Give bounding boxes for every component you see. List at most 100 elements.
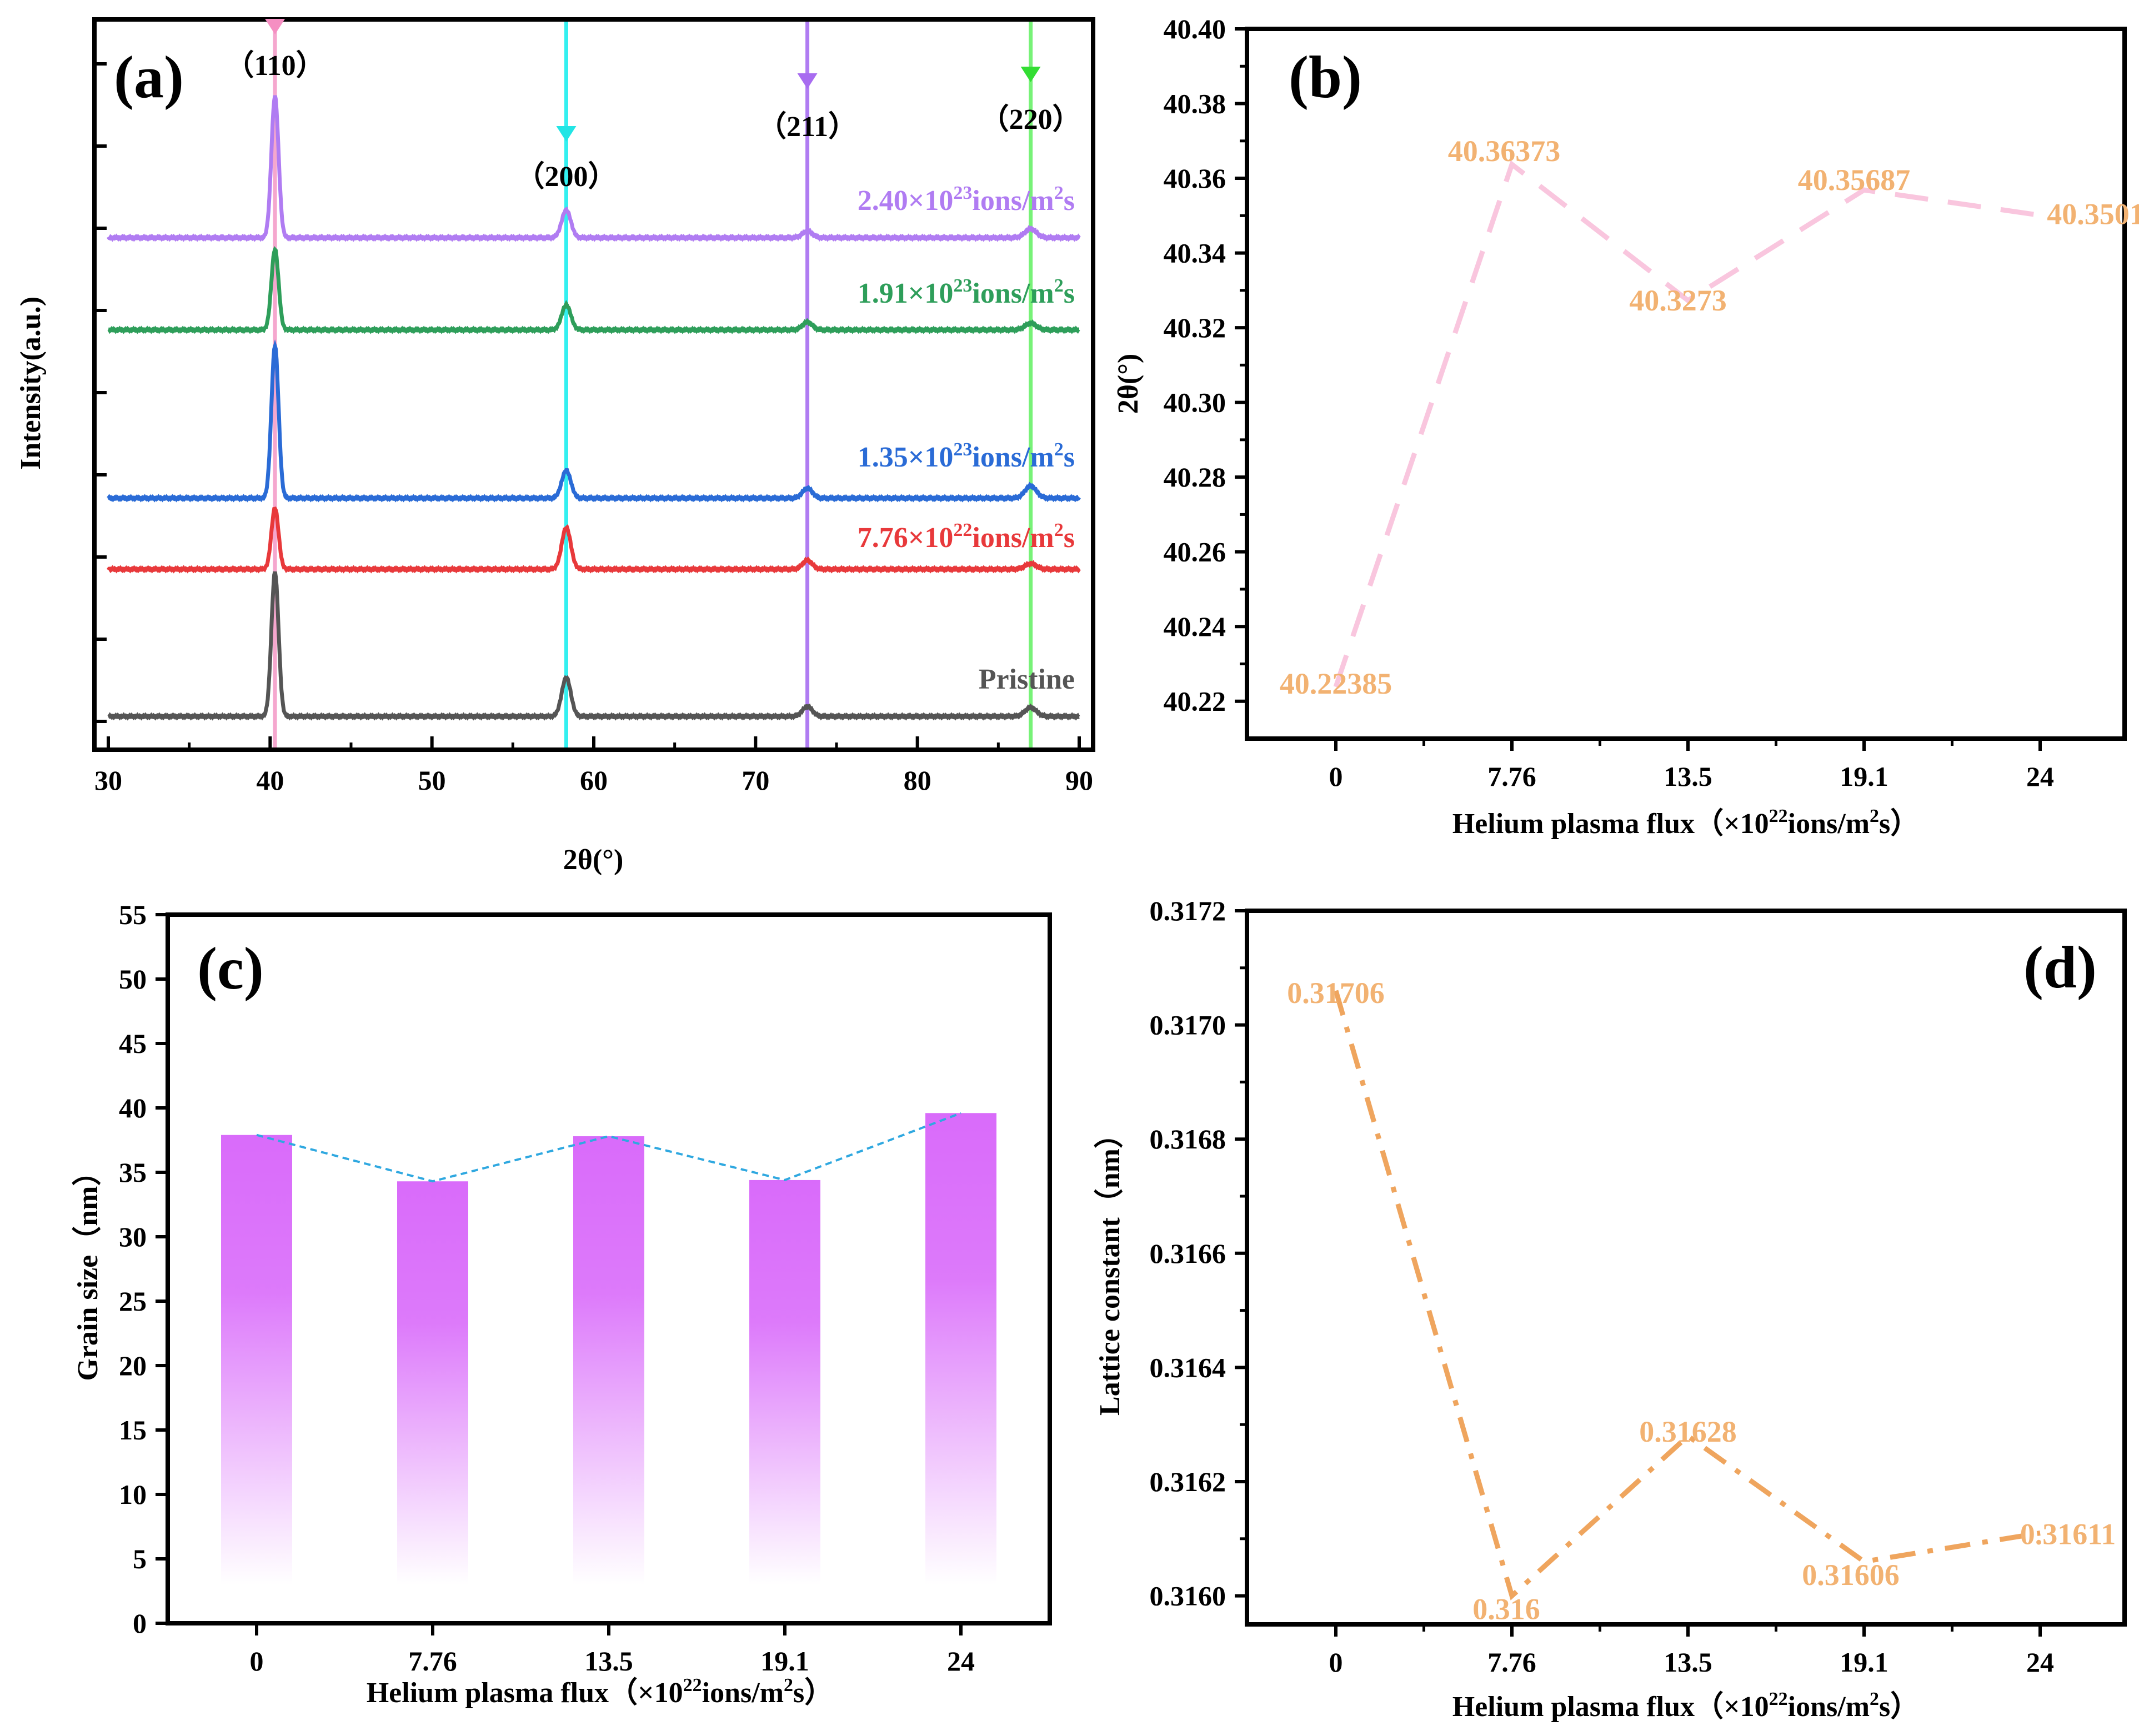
series-line xyxy=(1333,160,2041,688)
y-tick-label: 25 xyxy=(119,1286,147,1317)
xrd-pattern-0 xyxy=(107,571,1080,721)
data-label-1: 0.316 xyxy=(1472,1593,1540,1626)
peak-marker-3 xyxy=(1020,67,1041,82)
data-label-4: 0.31611 xyxy=(2020,1518,2116,1551)
x-tick-label: 24 xyxy=(2026,1647,2054,1678)
y-tick-label: 40 xyxy=(119,1092,147,1123)
x-tick-label: 13.5 xyxy=(1664,761,1712,792)
y-tick-label: 0.3166 xyxy=(1150,1238,1226,1269)
x-tick-label: 19.1 xyxy=(1840,761,1888,792)
y-tick-label: 35 xyxy=(119,1157,147,1188)
peak-label-2: （211） xyxy=(758,111,857,143)
x-tick-label: 80 xyxy=(904,765,931,796)
panel-c-grain-size: 0 5 10 15 20 25 30 35 40 45 50 55 0 7.76 13.5 19.1 24 (c)… xyxy=(72,899,1052,1709)
y-tick-label: 20 xyxy=(119,1350,147,1381)
xrd-pattern-4 xyxy=(107,95,1081,242)
xrd-pattern-3 xyxy=(107,245,1080,334)
y-tick-label: 45 xyxy=(119,1028,147,1059)
y-axis-title: 2θ(°) xyxy=(1113,354,1144,414)
data-label-2: 40.3273 xyxy=(1629,284,1727,317)
x-tick-label: 60 xyxy=(580,765,608,796)
x-tick-label: 13.5 xyxy=(584,1645,633,1677)
data-label-3: 0.31606 xyxy=(1802,1558,1900,1592)
y-tick-label: 50 xyxy=(119,964,147,995)
x-tick-label: 30 xyxy=(94,765,122,796)
x-tick-label: 7.76 xyxy=(1487,761,1536,792)
series-label-2: 1.35×1023ions/m2s xyxy=(858,439,1075,473)
xrd-pattern-2 xyxy=(107,339,1081,503)
peak-label-1: （200） xyxy=(515,160,617,193)
y-tick-label: 40.30 xyxy=(1164,387,1226,418)
y-tick-label: 40.22 xyxy=(1164,686,1226,717)
x-tick-label: 24 xyxy=(2026,761,2054,792)
y-tick-label: 15 xyxy=(119,1414,147,1446)
bar-1 xyxy=(397,1181,468,1585)
series-label-3: 1.91×1023ions/m2s xyxy=(858,275,1075,309)
data-label-0: 0.31706 xyxy=(1287,976,1385,1010)
peak-label-0: （110） xyxy=(226,49,325,82)
series-label-1: 7.76×1022ions/m2s xyxy=(858,520,1075,554)
x-tick-label: 90 xyxy=(1065,765,1093,796)
data-label-4: 40.3501 xyxy=(2047,198,2139,231)
y-tick-label: 0 xyxy=(133,1608,147,1639)
peak-marker-1 xyxy=(556,126,577,142)
x-tick-label: 0 xyxy=(1329,1647,1343,1678)
y-tick-label: 40.32 xyxy=(1164,312,1226,343)
series-label-0: Pristine xyxy=(979,664,1075,695)
x-axis-title: Helium plasma flux（×1022ions/m2s） xyxy=(1452,1689,1920,1723)
bar-3 xyxy=(749,1180,820,1585)
peak-marker-0 xyxy=(265,19,285,34)
data-label-2: 0.31628 xyxy=(1639,1415,1737,1448)
x-tick-label: 70 xyxy=(742,765,769,796)
panel-label-a: (a) xyxy=(114,44,184,111)
axes-frame xyxy=(1245,27,2127,741)
series-label-4: 2.40×1023ions/m2s xyxy=(858,183,1075,217)
x-tick-label: 7.76 xyxy=(408,1645,457,1677)
y-tick-label: 40.26 xyxy=(1164,536,1226,568)
data-label-1: 40.36373 xyxy=(1448,134,1561,168)
y-axis-title: Intensity(a.u.) xyxy=(15,297,47,470)
x-tick-label: 19.1 xyxy=(760,1645,809,1677)
x-axis-title: 2θ(°) xyxy=(563,844,624,876)
bar-2 xyxy=(573,1136,644,1585)
y-tick-label: 40.28 xyxy=(1164,461,1226,493)
x-tick-label: 0 xyxy=(250,1645,264,1677)
axes-frame xyxy=(1245,909,2127,1627)
y-tick-label: 40.24 xyxy=(1164,611,1226,642)
y-tick-label: 0.3162 xyxy=(1150,1466,1226,1497)
data-label-3: 40.35687 xyxy=(1798,163,1911,197)
y-tick-label: 40.38 xyxy=(1164,88,1226,119)
peak-marker-2 xyxy=(797,73,818,89)
y-tick-label: 55 xyxy=(119,899,147,930)
x-tick-label: 24 xyxy=(947,1645,975,1677)
series-line xyxy=(1333,990,2041,1600)
panel-d-lattice-constant: 0.31600.31620.31640.31660.31680.31700.31… xyxy=(1094,895,2127,1723)
x-tick-label: 40 xyxy=(256,765,284,796)
y-axis-title: Grain size（nm） xyxy=(72,1157,104,1381)
y-tick-label: 10 xyxy=(119,1479,147,1510)
y-tick-label: 0.3168 xyxy=(1150,1123,1226,1155)
peak-label-3: （220） xyxy=(980,103,1081,136)
y-tick-label: 0.3170 xyxy=(1150,1010,1226,1041)
data-label-0: 40.22385 xyxy=(1280,667,1392,700)
panel-b-peak-position: 40.22 40.24 40.26 40.28 40.30 40.32 40.34 40.36… xyxy=(1113,13,2139,840)
x-axis-title: Helium plasma flux（×1022ions/m2s） xyxy=(367,1675,834,1709)
bar-4 xyxy=(925,1113,996,1585)
y-tick-label: 0.3160 xyxy=(1150,1581,1226,1612)
xrd-pattern-1 xyxy=(107,506,1081,574)
panel-a-xrd-patterns: 30 40 50 60 70 80 90 Pristine 7.76×1022ions/m2s 1… xyxy=(15,17,1095,876)
x-tick-label: 13.5 xyxy=(1664,1647,1712,1678)
panel-label-b: (b) xyxy=(1289,44,1362,111)
y-tick-label: 40.36 xyxy=(1164,163,1226,194)
bar-0 xyxy=(221,1135,292,1585)
y-tick-label: 0.3164 xyxy=(1150,1352,1226,1383)
y-tick-label: 0.3172 xyxy=(1150,895,1226,926)
x-tick-label: 19.1 xyxy=(1840,1647,1888,1678)
axes-frame xyxy=(92,17,1095,752)
y-tick-label: 40.34 xyxy=(1164,238,1226,269)
panel-label-c: (c) xyxy=(197,936,264,1002)
x-tick-label: 50 xyxy=(418,765,446,796)
y-tick-label: 40.40 xyxy=(1164,13,1226,44)
y-tick-label: 5 xyxy=(133,1543,147,1574)
